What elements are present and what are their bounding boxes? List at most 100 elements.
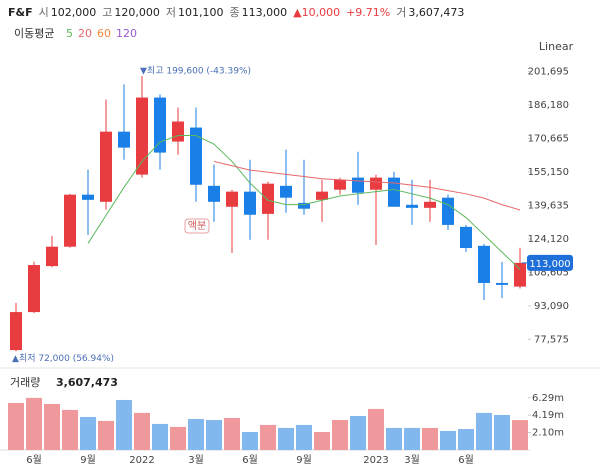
x-tick-label: 9월: [296, 454, 312, 466]
volume-bar: [188, 418, 204, 450]
candle-body: [280, 185, 292, 198]
candle-body: [28, 265, 40, 313]
volume-bar: [26, 397, 42, 450]
volume-total: 3,607,473: [56, 376, 118, 389]
candle-body: [334, 179, 346, 190]
quote-label: 거: [396, 6, 407, 19]
volume-bar: [134, 412, 150, 450]
event-box: [184, 218, 210, 234]
volume-bar: [458, 429, 474, 450]
quote-value: 102,000: [50, 6, 97, 19]
x-tick-label: 2022: [129, 455, 154, 466]
y-tick-label: 108,605: [528, 267, 569, 278]
x-tick-label: 6월: [242, 454, 258, 466]
volume-bar: [368, 408, 384, 450]
candle-body: [82, 194, 94, 200]
volume-bar: [332, 419, 348, 450]
quote-label: 종: [229, 6, 240, 19]
volume-bar: [80, 416, 96, 450]
high-annotation: ▼최고 199,600 (-43.39%): [140, 65, 251, 76]
volume-bar: [422, 427, 438, 450]
candle-body: [406, 204, 418, 208]
y-tick-label: 155,150: [528, 167, 569, 178]
candle-body: [154, 97, 166, 153]
volume-bar: [512, 420, 528, 450]
last-price-box: [527, 254, 573, 271]
candle-body: [514, 262, 526, 287]
volume-bar: [98, 420, 114, 450]
volume-bar: [278, 427, 294, 450]
quote-label: 저: [165, 6, 176, 19]
volume-bar: [116, 399, 132, 450]
volume-bar: [476, 412, 492, 450]
candle-body: [460, 226, 472, 248]
y-tick-label: 139,635: [528, 200, 569, 211]
candle-body: [100, 131, 112, 202]
header: F&F 시 102,000 고 120,000 저 101,100 종 113,000 ▲10,0…: [8, 4, 470, 20]
y-tick-label: 4.19m: [532, 410, 564, 421]
y-tick-label: 124,120: [528, 234, 569, 245]
quote-label: 시: [38, 6, 49, 19]
y-tick-label: 2.10m: [532, 428, 564, 439]
volume-bar: [206, 419, 222, 450]
candle-body: [118, 131, 130, 148]
ma-title: 이동평균: [14, 27, 54, 40]
ma-line: [87, 135, 521, 270]
y-tick-label: 186,180: [528, 100, 569, 111]
candle-body: [244, 191, 256, 215]
volume-bar: [404, 427, 420, 450]
volume-bar: [350, 415, 366, 450]
x-tick-label: 9월: [80, 454, 96, 466]
x-tick-label: 6월: [26, 454, 42, 466]
change-pct: +9.71%: [346, 6, 391, 19]
candle-body: [190, 127, 202, 185]
volume-title: 거래량: [10, 376, 40, 389]
candle-body: [208, 185, 220, 202]
quote-value: 113,000: [241, 6, 288, 19]
y-tick-label: 77,575: [534, 334, 569, 345]
volume-bar: [386, 427, 402, 450]
volume-bar: [44, 403, 60, 450]
y-tick-label: 6.29m: [532, 393, 564, 404]
quote-value: 3,607,473: [408, 6, 465, 19]
volume-bar: [242, 431, 258, 450]
volume-bar: [314, 431, 330, 450]
volume-bar: [62, 409, 78, 450]
volume-bar: [260, 424, 276, 450]
ma-legend: 5: [66, 27, 73, 40]
x-tick-label: 2023: [363, 455, 388, 466]
candle-body: [46, 246, 58, 267]
candle-body: [316, 191, 328, 200]
candle-body: [370, 177, 382, 190]
volume-bar: [8, 402, 24, 450]
candle-body: [172, 121, 184, 142]
last-price-label: 113,000: [529, 259, 570, 270]
quote-value: 120,000: [114, 6, 160, 19]
candle-body: [388, 177, 400, 207]
scale-button[interactable]: Linear: [539, 40, 574, 53]
ma-legend: 120: [116, 27, 137, 40]
candle-body: [496, 282, 508, 285]
candle-body: [352, 177, 364, 193]
x-tick-label: 3월: [404, 454, 420, 466]
ma-legend: 20: [78, 27, 92, 40]
candle-body: [226, 191, 238, 207]
candle-body: [262, 183, 274, 214]
volume-bar: [494, 414, 510, 450]
y-tick-label: 93,090: [534, 301, 569, 312]
candle-body: [298, 202, 310, 209]
y-tick-label: 170,665: [528, 133, 569, 144]
candle-body: [10, 312, 22, 351]
quote-value: 101,100: [178, 6, 224, 19]
ma-legend: 60: [97, 27, 111, 40]
x-tick-label: 3월: [188, 454, 204, 466]
candle-body: [442, 197, 454, 225]
stock-name: F&F: [8, 6, 33, 19]
event-annotation: 액분: [188, 220, 206, 232]
change: ▲10,000: [293, 6, 341, 19]
low-annotation: ▲최저 72,000 (56.94%): [12, 353, 114, 364]
volume-bar: [170, 426, 186, 450]
candle-body: [478, 245, 490, 283]
